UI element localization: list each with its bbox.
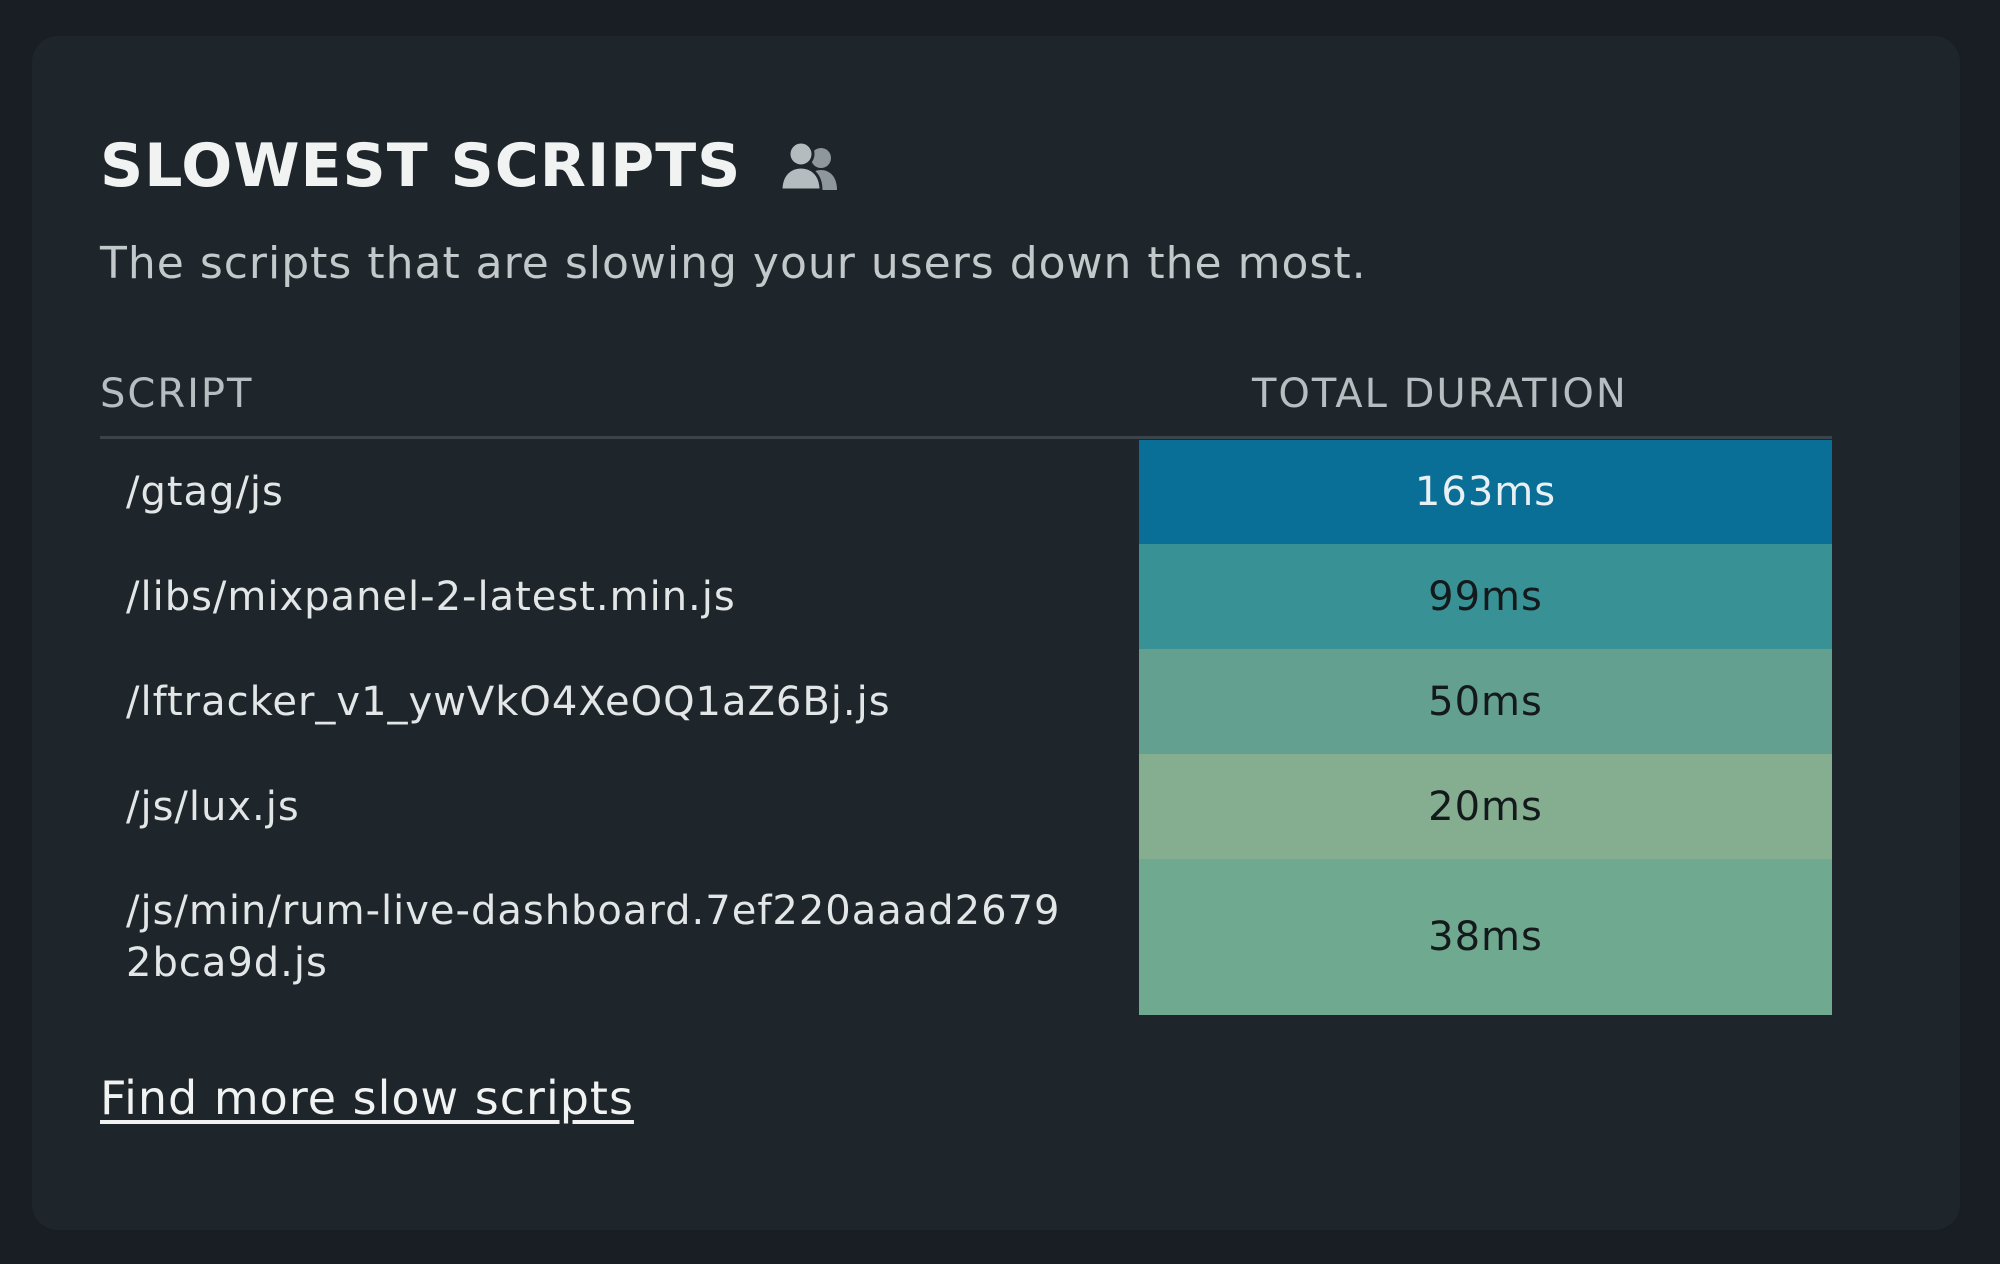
find-more-slow-scripts-link[interactable]: Find more slow scripts: [100, 1071, 634, 1125]
header-divider: [100, 436, 1832, 439]
table-row: /gtag/js 163ms: [100, 440, 1832, 544]
script-name: /libs/mixpanel-2-latest.min.js: [126, 573, 736, 620]
card-header: SLOWEST SCRIPTS: [100, 126, 849, 206]
duration-cell: 50ms: [1139, 649, 1832, 754]
duration-cell: 163ms: [1139, 440, 1832, 544]
script-name: /js/lux.js: [126, 783, 300, 830]
table-row: /libs/mixpanel-2-latest.min.js 99ms: [100, 544, 1832, 649]
card-title: SLOWEST SCRIPTS: [100, 131, 742, 201]
duration-cell: 38ms: [1139, 859, 1832, 1015]
column-header-script: SCRIPT: [100, 371, 254, 417]
table-row: /js/min/rum-live-dashboard.7ef220aaad267…: [100, 859, 1832, 1015]
table-row: /js/lux.js 20ms: [100, 754, 1832, 859]
table-row: /lftracker_v1_ywVkO4XeOQ1aZ6Bj.js 50ms: [100, 649, 1832, 754]
users-icon: [777, 140, 849, 192]
script-name: /lftracker_v1_ywVkO4XeOQ1aZ6Bj.js: [126, 678, 891, 725]
script-name: /js/min/rum-live-dashboard.7ef220aaad267…: [126, 888, 1061, 986]
column-header-total-duration: TOTAL DURATION: [1252, 371, 1628, 417]
duration-cell: 99ms: [1139, 544, 1832, 649]
duration-cell: 20ms: [1139, 754, 1832, 859]
script-name: /gtag/js: [126, 469, 284, 515]
card-subtitle: The scripts that are slowing your users …: [100, 238, 1367, 289]
